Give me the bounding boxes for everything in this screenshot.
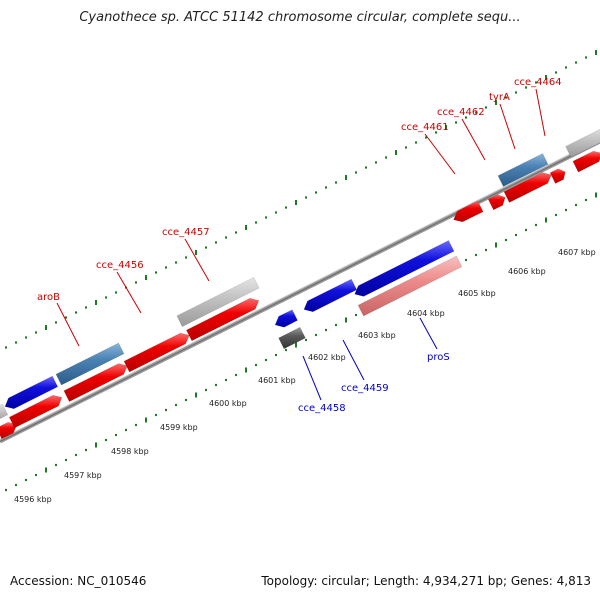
leader-line [116,271,142,314]
gene-forward [0,421,18,440]
gene-reverse [274,309,298,328]
gene-forward [487,194,506,211]
chromosome-backbone [0,138,600,444]
page-title: Cyanothece sp. ATCC 51142 chromosome cir… [79,10,521,25]
lower-scale-ticks [5,192,597,492]
gene-reverse [303,278,358,313]
leader-line [461,118,486,161]
gene-reverse [354,240,455,297]
gene-forward [4,375,59,410]
kbp-label: 4607 kbp [558,248,596,257]
gene-forward [176,276,260,328]
leader-line [184,238,210,282]
leader-line [342,339,365,381]
gene-forward [549,168,566,184]
label-leader-lines [56,88,546,401]
gene-forward [123,332,190,373]
gene-label-cce-4461[interactable]: cce_4461 [401,122,449,133]
kbp-label: 4601 kbp [258,376,296,385]
gene-forward [0,403,9,420]
gene-forward [55,342,125,386]
leader-line [535,88,546,137]
gene-label-tyra[interactable]: tyrA [489,92,510,103]
kbp-label: 4598 kbp [111,447,149,456]
topology-summary: Topology: circular; Length: 4,934,271 bp… [261,574,591,588]
gene-label-cce-4459[interactable]: cce_4459 [341,383,389,394]
leader-line [419,317,438,350]
gene-forward [497,153,549,187]
kbp-label: 4597 kbp [64,471,102,480]
gene-label-pros[interactable]: proS [427,352,450,363]
gene-label-cce-4457[interactable]: cce_4457 [162,227,210,238]
kbp-label: 4599 kbp [160,423,198,432]
gene-forward [453,200,484,223]
gene-forward [565,128,600,158]
gene-label-cce-4464[interactable]: cce_4464 [514,77,562,88]
gene-label-cce-4462[interactable]: cce_4462 [437,107,485,118]
kbp-label: 4606 kbp [508,267,546,276]
gene-label-cce-4458[interactable]: cce_4458 [298,403,346,414]
accession-text: Accession: NC_010546 [10,574,147,588]
upper-scale-ticks [5,50,597,349]
kbp-label: 4600 kbp [209,399,247,408]
kbp-label: 4602 kbp [308,353,346,362]
kbp-label: 4604 kbp [407,309,445,318]
gene-forward [503,172,552,203]
leader-line [302,355,322,401]
kbp-label: 4603 kbp [358,331,396,340]
gene-labels-reverse: cce_4458 cce_4459 proS [298,352,450,414]
kbp-labels: 4596 kbp 4597 kbp 4598 kbp 4599 kbp 4600… [14,248,596,504]
kbp-label: 4605 kbp [458,289,496,298]
gene-label-cce-4456[interactable]: cce_4456 [96,260,144,271]
gene-labels-forward: aroB cce_4456 cce_4457 cce_4461 cce_4462… [37,77,562,303]
leader-line [56,302,80,347]
kbp-label: 4596 kbp [14,495,52,504]
gene-reverse [357,255,463,317]
gene-forward [185,297,260,342]
leader-line [424,133,456,175]
gene-forward [572,150,600,173]
gene-label-arob[interactable]: aroB [37,292,60,303]
gene-reverse [278,326,306,350]
gene-forward [8,394,63,429]
leader-line [499,103,516,150]
gene-forward [63,363,128,403]
gene-features [0,128,600,440]
